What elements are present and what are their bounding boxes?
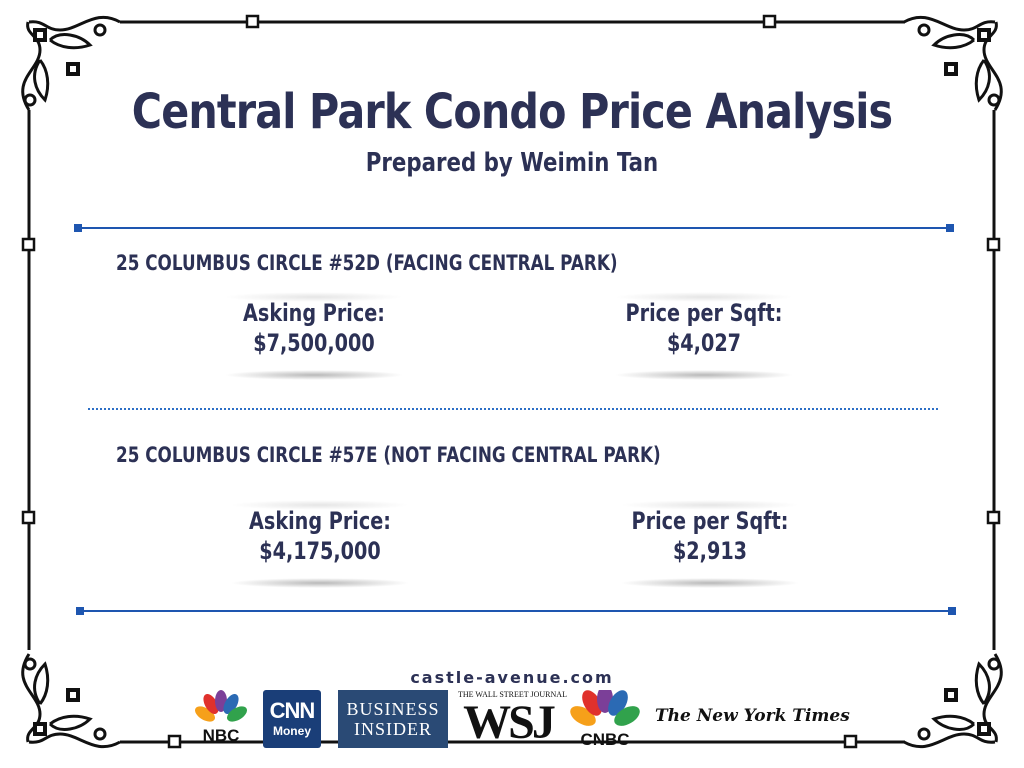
frame-node bbox=[245, 14, 260, 29]
frame-node bbox=[843, 734, 858, 749]
asking-price-value: $7,500,000 bbox=[253, 329, 375, 357]
frame-node bbox=[167, 734, 182, 749]
page-title: Central Park Condo Price Analysis bbox=[131, 84, 893, 140]
price-per-sqft-57e: Price per Sqft: $2,913 bbox=[610, 500, 810, 588]
bi-line-1: BUSINESS bbox=[346, 699, 440, 719]
money-wordmark: Money bbox=[272, 724, 311, 738]
corner-ornament-top-right bbox=[903, 15, 1003, 111]
peacock-icon bbox=[570, 685, 640, 729]
bottom-divider bbox=[76, 607, 956, 615]
bi-line-2: INSIDER bbox=[354, 719, 432, 739]
asking-price-label: Asking Price: bbox=[249, 507, 391, 535]
business-insider-logo: BUSINESS INSIDER bbox=[338, 690, 448, 748]
price-per-sqft-label: Price per Sqft: bbox=[625, 299, 783, 327]
nbc-wordmark: NBC bbox=[202, 726, 240, 745]
asking-price-57e: Asking Price: $4,175,000 bbox=[220, 500, 420, 588]
wsj-small-text: THE WALL STREET JOURNAL bbox=[458, 690, 567, 699]
cnbc-logo: CNBC bbox=[567, 685, 643, 750]
frame-node bbox=[21, 237, 36, 252]
cnn-wordmark: CNN bbox=[269, 698, 316, 723]
section-title-57e: 25 COLUMBUS CIRCLE #57E (NOT FACING CENT… bbox=[116, 443, 661, 467]
section-separator bbox=[88, 408, 938, 410]
corner-ornament-bottom-left bbox=[21, 653, 121, 749]
peacock-icon bbox=[195, 690, 247, 724]
nyt-logo: The New York Times bbox=[655, 706, 850, 726]
frame-node bbox=[986, 237, 1001, 252]
wsj-logo: THE WALL STREET JOURNAL WSJ bbox=[458, 690, 567, 750]
asking-price-52d: Asking Price: $7,500,000 bbox=[214, 292, 414, 380]
asking-price-label: Asking Price: bbox=[243, 299, 385, 327]
cnn-money-logo: CNN Money bbox=[263, 690, 321, 748]
top-divider bbox=[74, 224, 954, 232]
section-title-52d: 25 COLUMBUS CIRCLE #52D (FACING CENTRAL … bbox=[116, 251, 618, 275]
price-per-sqft-label: Price per Sqft: bbox=[631, 507, 789, 535]
corner-ornament-bottom-right bbox=[903, 653, 1003, 749]
corner-ornament-top-left bbox=[21, 15, 121, 111]
asking-price-value: $4,175,000 bbox=[259, 537, 381, 565]
frame-node bbox=[986, 510, 1001, 525]
frame-node bbox=[21, 510, 36, 525]
page-subtitle: Prepared by Weimin Tan bbox=[365, 148, 659, 178]
price-per-sqft-value: $2,913 bbox=[672, 537, 748, 565]
price-per-sqft-52d: Price per Sqft: $4,027 bbox=[604, 292, 804, 380]
wsj-wordmark: WSJ bbox=[463, 696, 556, 749]
frame-node bbox=[762, 14, 777, 29]
website-link[interactable]: castle-avenue.com bbox=[410, 668, 614, 687]
nbc-logo: NBC bbox=[193, 690, 249, 750]
price-per-sqft-value: $4,027 bbox=[666, 329, 742, 357]
cnbc-wordmark: CNBC bbox=[580, 730, 630, 749]
